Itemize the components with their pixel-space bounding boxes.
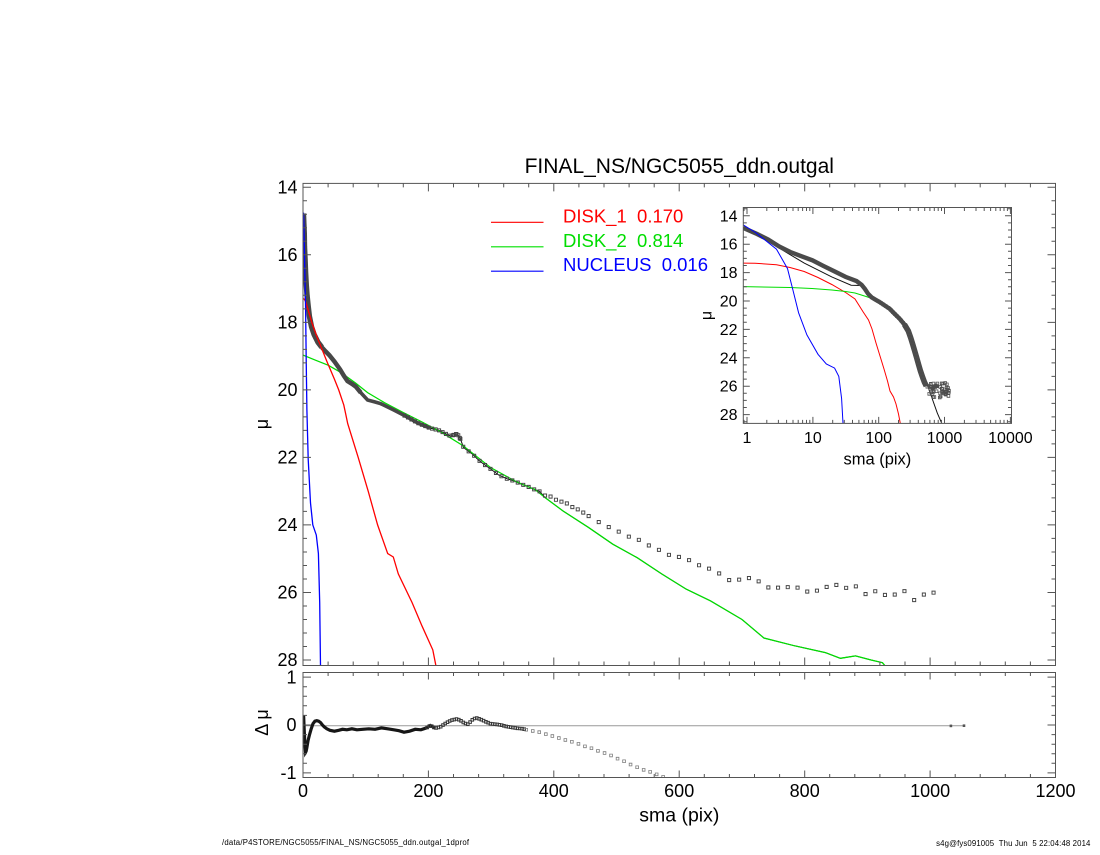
svg-text:14: 14: [720, 208, 738, 225]
svg-text:18: 18: [720, 265, 738, 282]
svg-text:400: 400: [539, 781, 569, 801]
svg-text:800: 800: [790, 781, 820, 801]
svg-text:16: 16: [277, 245, 297, 265]
svg-text:-1: -1: [280, 763, 296, 783]
svg-text:22: 22: [720, 322, 738, 339]
svg-text:FINAL_NS/NGC5055_ddn.outgal: FINAL_NS/NGC5055_ddn.outgal: [525, 155, 834, 178]
svg-text:26: 26: [277, 583, 297, 603]
svg-text:20: 20: [720, 294, 738, 311]
svg-text:28: 28: [277, 650, 297, 670]
svg-text:18: 18: [277, 313, 297, 333]
svg-text:10: 10: [804, 430, 822, 447]
svg-text:22: 22: [277, 448, 297, 468]
svg-text:0: 0: [298, 781, 308, 801]
svg-text:100: 100: [865, 430, 892, 447]
svg-text:1200: 1200: [1035, 781, 1075, 801]
svg-text:24: 24: [720, 350, 738, 367]
svg-text:600: 600: [664, 781, 694, 801]
svg-text:20: 20: [277, 380, 297, 400]
svg-text:μ: μ: [252, 419, 272, 429]
svg-text:1000: 1000: [927, 430, 963, 447]
svg-text:0: 0: [286, 715, 296, 735]
svg-text:16: 16: [720, 237, 738, 254]
svg-text:μ: μ: [699, 311, 716, 320]
svg-text:sma (pix): sma (pix): [843, 451, 911, 469]
svg-text:24: 24: [277, 515, 297, 535]
svg-text:DISK_1 0.170: DISK_1 0.170: [563, 205, 683, 227]
svg-text:DISK_2 0.814: DISK_2 0.814: [563, 230, 683, 252]
svg-text:26: 26: [720, 379, 738, 396]
svg-text:1: 1: [743, 430, 752, 447]
svg-text:14: 14: [277, 178, 297, 198]
svg-text:sma (pix): sma (pix): [639, 805, 719, 827]
svg-text:200: 200: [413, 781, 443, 801]
svg-text:28: 28: [720, 407, 738, 424]
svg-text:/data/P4STORE/NGC5055/FINAL_NS: /data/P4STORE/NGC5055/FINAL_NS/NGC5055_d…: [222, 838, 470, 847]
svg-text:s4g@fys091005 Thu Jun 5 22:0: s4g@fys091005 Thu Jun 5 22:04:48 2014: [936, 839, 1091, 848]
svg-text:NUCLEUS 0.016: NUCLEUS 0.016: [563, 254, 708, 275]
svg-text:1: 1: [286, 667, 296, 687]
svg-text:10000: 10000: [988, 430, 1033, 447]
svg-text:1000: 1000: [910, 781, 950, 801]
svg-text:Δ μ: Δ μ: [252, 709, 272, 735]
